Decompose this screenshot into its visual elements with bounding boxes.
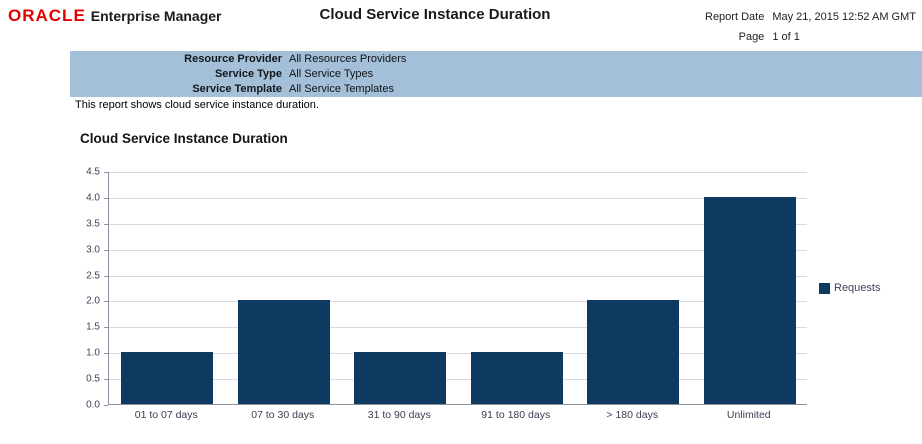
x-tick-label: 31 to 90 days [367,409,431,421]
gridline [109,353,807,355]
parameter-label: Resource Provider [184,52,282,65]
gridline [109,301,807,303]
report-date-row: Report Date May 21, 2015 12:52 AM GMT [700,7,916,27]
parameter-row-service-type: Service Type All Service Types [70,67,922,82]
bar-unlimited [704,196,796,404]
y-axis-tick [104,172,108,173]
legend-label: Requests [834,282,881,294]
gridline [109,249,807,251]
x-tick-label: > 180 days [606,409,659,421]
oracle-logo-text: ORACLE [8,6,86,25]
y-axis-tick [104,327,108,329]
parameter-row-service-template: Service Template All Service Templates [70,82,922,97]
page-number-value: 1 of 1 [772,31,800,43]
report-info: Report Date May 21, 2015 12:52 AM GMT Pa… [700,7,916,47]
gridline [109,197,807,199]
report-description: This report shows cloud service instance… [75,99,319,111]
bar-31-to-90-days [354,352,446,404]
page-title: Cloud Service Instance Duration [319,6,551,23]
y-axis-tick [104,197,108,199]
y-tick-label: 1.5 [86,321,100,333]
chart-title: Cloud Service Instance Duration [80,131,288,146]
bar-01-to-07-days [121,352,213,404]
y-axis-tick [104,223,108,225]
x-tick-label: Unlimited [726,409,771,421]
y-axis-tick [104,379,108,381]
y-tick-label: 2.0 [86,295,100,307]
oracle-em-logo: ORACLE Enterprise Manager [8,7,222,26]
parameter-label: Service Template [192,82,282,95]
report-parameters-band: Resource Provider All Resources Provider… [70,51,922,97]
page-label: Page [738,31,765,43]
y-tick-label: 4.5 [86,166,100,178]
bar-91-to-180-days [471,352,563,404]
parameter-value: All Resources Providers [289,52,407,65]
x-tick-label: 91 to 180 days [481,409,551,421]
parameter-value: All Service Types [289,67,374,80]
y-axis-tick [104,353,108,355]
y-tick-label: 0.5 [86,373,100,385]
y-tick-label: 3.5 [86,218,100,230]
y-axis-tick [104,275,108,277]
x-tick-label: 07 to 30 days [251,409,315,421]
parameter-label: Service Type [214,67,282,80]
gridline [109,327,807,329]
report-date-label: Report Date [705,11,765,23]
bar-07-to-30-days [238,300,330,404]
page-number-row: Page 1 of 1 [700,27,916,47]
logo-suffix: Enterprise Manager [90,8,222,24]
y-tick-label: 4.0 [86,192,100,204]
bar--180-days [587,300,679,404]
report-date-value: May 21, 2015 12:52 AM GMT [772,11,916,23]
y-axis-tick [104,405,108,406]
gridline [109,172,807,173]
gridline [109,275,807,277]
y-axis-tick [104,301,108,303]
x-tick-label: 01 to 07 days [134,409,198,421]
y-tick-label: 2.5 [86,270,100,282]
y-axis-tick [104,249,108,251]
y-axis-labels: 0.0 0.5 1.0 1.5 2.0 2.5 3.0 3.5 4.0 4.5 [0,167,100,411]
gridline [109,223,807,225]
x-axis-labels: 01 to 07 days 07 to 30 days 31 to 90 days 9… [108,409,807,423]
y-tick-label: 3.0 [86,244,100,256]
parameter-value: All Service Templates [289,82,394,95]
bar-chart-plot-area [104,172,807,406]
chart-legend: Requests [819,282,880,294]
gridline [109,379,807,381]
y-tick-label: 0.0 [86,399,100,411]
parameter-row-resource-provider: Resource Provider All Resources Provider… [70,52,922,67]
y-tick-label: 1.0 [86,347,100,359]
legend-swatch-requests [819,282,830,294]
